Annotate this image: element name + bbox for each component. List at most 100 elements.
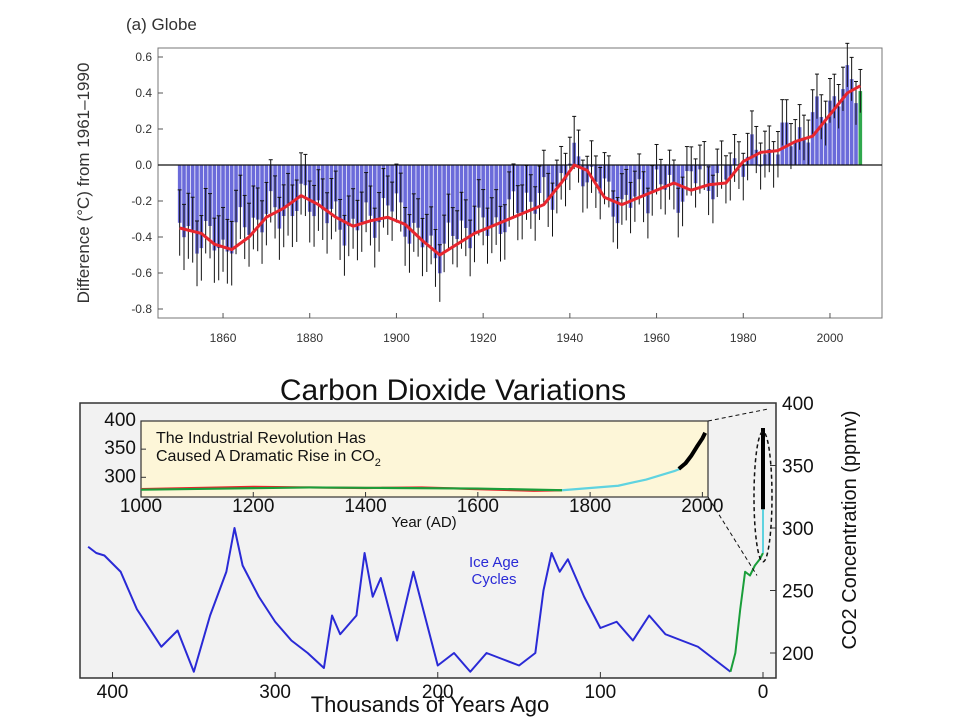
anomaly-bar xyxy=(828,100,832,165)
highlight-ellipse xyxy=(753,431,773,563)
inset-title-line1: The Industrial Revolution Has xyxy=(156,430,366,447)
co2-y-axis-label: CO2 Concentration (ppmv) xyxy=(839,411,861,650)
anomaly-bar xyxy=(468,165,472,249)
top-x-tick-label: 1940 xyxy=(557,331,584,345)
anomaly-bar xyxy=(451,165,455,236)
inset-x-axis-label: Year (AD) xyxy=(391,514,456,531)
anomaly-bar xyxy=(854,103,858,165)
anomaly-bar xyxy=(832,96,837,165)
anomaly-bar xyxy=(503,165,507,233)
co2-x-tick-label: 100 xyxy=(585,682,617,703)
inset-title-subscript: 2 xyxy=(375,457,381,469)
anomaly-bar xyxy=(433,165,438,259)
anomaly-bar xyxy=(442,165,446,244)
co2-series-line xyxy=(87,527,732,673)
ice-age-label-2: Cycles xyxy=(471,571,516,588)
anomaly-bar xyxy=(199,165,204,249)
anomaly-bar xyxy=(338,165,342,230)
panel-label: (a) Globe xyxy=(126,15,197,34)
smoothed-line xyxy=(179,84,862,257)
top-y-tick-label: 0.4 xyxy=(135,86,152,100)
anomaly-bar xyxy=(464,165,468,228)
anomaly-bars xyxy=(177,42,863,302)
top-x-tick-label: 1860 xyxy=(210,331,237,345)
inset-y-tick-label: 350 xyxy=(104,438,136,459)
anomaly-bar xyxy=(424,165,429,244)
anomaly-bar xyxy=(810,112,815,165)
anomaly-bar xyxy=(260,165,264,233)
anomaly-bar xyxy=(420,165,425,248)
inset-series-line xyxy=(561,467,681,492)
top-y-tick-label: 0.2 xyxy=(135,122,152,136)
co2-y-tick-label: 250 xyxy=(782,582,814,603)
anomaly-bar xyxy=(212,165,217,251)
co2-title: Carbon Dioxide Variations xyxy=(280,374,626,407)
co2-x-tick-label: 200 xyxy=(422,682,454,703)
anomaly-bar xyxy=(407,165,412,244)
anomaly-bar xyxy=(416,165,420,228)
co2-x-axis-label: Thousands of Years Ago xyxy=(311,692,550,717)
anomaly-bar xyxy=(355,165,360,231)
inset-x-tick-label: 1200 xyxy=(232,496,274,517)
top-x-tick-label: 1900 xyxy=(383,331,410,345)
anomaly-bar xyxy=(845,65,850,165)
anomaly-bar xyxy=(498,165,503,234)
top-y-tick-label: -0.4 xyxy=(131,230,152,244)
anomaly-bar xyxy=(485,165,490,236)
top-y-tick-label: -0.6 xyxy=(131,266,152,280)
anomaly-bar xyxy=(490,165,494,226)
inset-x-tick-label: 2000 xyxy=(681,496,723,517)
inset-series-line xyxy=(140,486,563,492)
connector-line-bottom xyxy=(707,496,758,576)
top-x-tick-label: 2000 xyxy=(817,331,844,345)
anomaly-bar xyxy=(221,165,225,240)
anomaly-bar xyxy=(836,106,841,165)
inset-y-tick-label: 400 xyxy=(104,410,136,431)
anomaly-bar xyxy=(277,165,282,229)
top-x-tick-label: 1920 xyxy=(470,331,497,345)
anomaly-bar xyxy=(216,165,221,249)
top-y-axis-label: Difference (°C) from 1961–1990 xyxy=(74,63,93,304)
co2-y-tick-label: 400 xyxy=(782,394,814,415)
top-x-tick-label: 1960 xyxy=(643,331,670,345)
inset-x-tick-label: 1400 xyxy=(344,496,386,517)
inset-series-line xyxy=(677,431,707,471)
inset-title-line2: Caused A Dramatic Rise in CO2 xyxy=(156,448,381,469)
anomaly-bar xyxy=(849,79,854,165)
co2-x-tick-label: 300 xyxy=(259,682,291,703)
co2-y-tick-label: 200 xyxy=(782,644,814,665)
co2-y-tick-label: 300 xyxy=(782,519,814,540)
co2-series-line xyxy=(729,552,764,673)
anomaly-bar xyxy=(403,165,407,237)
top-x-tick-label: 1980 xyxy=(730,331,757,345)
ice-age-label-1: Ice Age xyxy=(469,554,519,571)
inset-x-tick-label: 1800 xyxy=(569,496,611,517)
anomaly-bar xyxy=(615,165,620,224)
anomaly-bar xyxy=(819,116,824,165)
anomaly-bar xyxy=(247,165,251,235)
top-y-tick-label: 0.0 xyxy=(135,158,152,172)
inset-y-tick-label: 300 xyxy=(104,466,136,487)
anomaly-bar xyxy=(225,165,230,252)
anomaly-bar xyxy=(437,165,442,274)
anomaly-bar xyxy=(841,89,845,165)
co2-y-tick-label: 350 xyxy=(782,457,814,478)
inset-x-tick-label: 1600 xyxy=(457,496,499,517)
top-y-tick-label: 0.6 xyxy=(135,50,152,64)
anomaly-bar xyxy=(229,165,234,254)
anomaly-bar xyxy=(372,165,377,238)
inset-frame xyxy=(140,420,709,498)
top-y-tick-label: -0.8 xyxy=(131,302,152,316)
co2-x-tick-label: 0 xyxy=(758,682,769,703)
anomaly-bar xyxy=(455,165,459,240)
connector-line-top xyxy=(707,408,768,422)
top-y-tick-label: -0.2 xyxy=(131,194,152,208)
inset-x-tick-label: 1000 xyxy=(120,496,162,517)
anomaly-bar xyxy=(429,165,433,236)
anomaly-bar xyxy=(472,165,477,235)
anomaly-bar xyxy=(195,165,199,254)
top-x-tick-label: 1880 xyxy=(296,331,323,345)
co2-x-tick-label: 400 xyxy=(97,682,129,703)
anomaly-bar xyxy=(858,91,863,165)
